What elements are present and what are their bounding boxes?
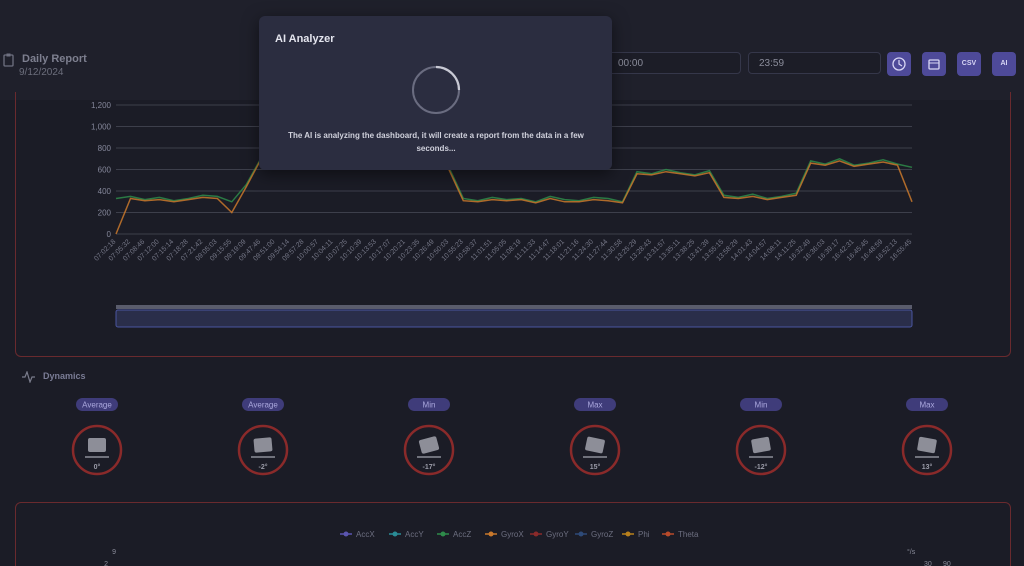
badge [242,398,284,411]
vehicle-icon [253,437,273,453]
legend-label: AccX [356,530,375,539]
time-to[interactable]: 23:59 [748,52,881,74]
badge [76,398,118,411]
vehicle-icon [88,438,106,452]
y-tick-label: 200 [98,209,112,218]
legend-label: AccZ [453,530,471,539]
badge-label: Min [423,401,436,410]
vehicle-icon [751,436,771,454]
report-date: 9/12/2024 [19,67,64,78]
legend-label: Phi [638,530,650,539]
modal-title: AI Analyzer [275,33,335,45]
legend-label: GyroY [546,530,569,539]
left-axis-label: 9 [112,549,116,556]
ai-button[interactable]: AI [992,52,1016,76]
left-axis-label: 2 [104,561,108,566]
legend-dot [392,531,398,537]
dynamics-title: Dynamics [43,371,86,381]
gauge-value: 0° [94,463,101,471]
calendar-button[interactable] [922,52,946,76]
legend-label: GyroX [501,530,524,539]
badge-label: Average [82,401,112,410]
gauge-value: -12° [755,463,768,471]
y-tick-label: 600 [98,166,112,175]
report-title: Daily Report [22,53,87,65]
badge-label: Average [248,401,278,410]
gauges: Average 0° Average -2° Min -17° Max 15° Min -12° M… [71,398,953,476]
badge-label: Max [919,401,934,410]
clock-button[interactable] [887,52,911,76]
legend-dot [343,531,349,537]
vehicle-icon [418,436,440,454]
navigator-window [115,309,913,328]
right-axis-label: 30 [924,561,932,566]
y-tick-label: 400 [98,187,112,196]
badge [408,398,450,411]
y-tick-label: 800 [98,144,112,153]
gauge-value: -2° [258,463,267,471]
vehicle-icon [585,436,605,454]
speed-chart-panel [15,92,1011,357]
y-tick-label: 0 [107,230,112,239]
badge-label: Max [587,401,602,410]
right-axis-label: 90 [943,561,951,566]
badge [574,398,616,411]
data-line [115,154,913,203]
vehicle-icon [917,436,937,454]
sensor-chart-panel [15,502,1011,566]
gauge-value: 15° [590,463,601,471]
legend-dot [488,531,494,537]
gauge-value: 13° [922,463,933,471]
modal-message: The AI is analyzing the dashboard, it wi… [288,131,584,153]
csv-button[interactable]: CSV [957,52,981,76]
legend-dot [578,531,584,537]
badge-label: Min [755,401,768,410]
sensor-chart: AccX AccY AccZ GyroX GyroY GyroZ Phi Theta 92 °/s… [104,530,951,566]
legend-label: Theta [678,530,699,539]
badge [740,398,782,411]
navigator-bar [116,305,912,309]
report-icon [3,53,14,67]
legend-dot [440,531,446,537]
ai-modal: AI Analyzer The AI is analyzing the dash… [259,16,612,170]
dynamics-icon [22,371,35,383]
data-line [115,156,913,235]
legend-dot [625,531,631,537]
legend-dot [533,531,539,537]
right-axis-unit: °/s [907,548,916,556]
spinner [412,65,461,114]
y-tick-label: 1,000 [91,123,112,132]
legend-label: GyroZ [591,530,613,539]
legend-dot [665,531,671,537]
gauge-value: -17° [423,463,436,471]
legend-label: AccY [405,530,424,539]
time-from[interactable]: 00:00 [607,52,741,74]
badge [906,398,948,411]
y-tick-label: 1,200 [91,101,112,110]
